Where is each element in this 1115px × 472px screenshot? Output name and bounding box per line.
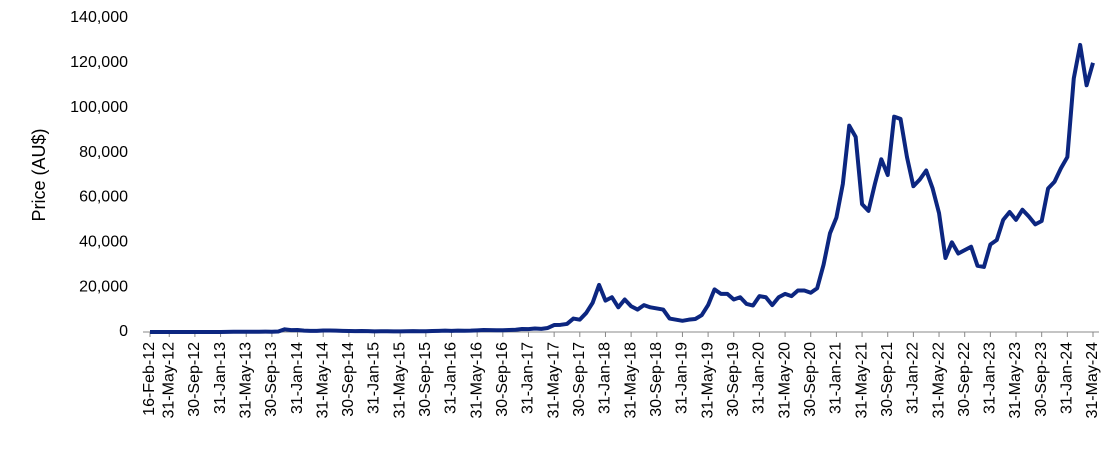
x-tick-label: 31-May-24	[1084, 342, 1101, 419]
x-tick-label: 16-Feb-12	[141, 342, 158, 416]
x-tick-label: 31-May-19	[699, 342, 716, 419]
x-tick-label: 31-May-12	[160, 342, 177, 419]
x-tick-label: 31-May-20	[776, 342, 793, 419]
x-tick-label: 31-May-21	[853, 342, 870, 419]
x-tick-label: 31-Jan-13	[212, 342, 229, 414]
x-tick-label: 31-Jan-22	[905, 342, 922, 414]
price-line	[150, 42, 1095, 334]
y-tick-label: 120,000	[70, 54, 128, 71]
x-tick-label: 30-Sep-20	[802, 342, 819, 417]
x-tick-label: 30-Sep-22	[956, 342, 973, 417]
x-tick-label: 31-May-18	[622, 342, 639, 419]
y-tick-label: 140,000	[70, 9, 128, 26]
y-tick-label: 20,000	[79, 278, 128, 295]
y-axis-label: Price (AU$)	[29, 128, 49, 221]
x-tick-label: 30-Sep-21	[879, 342, 896, 417]
x-tick-label: 30-Sep-19	[725, 342, 742, 417]
y-tick-label: 0	[119, 323, 128, 340]
x-tick-label: 31-May-15	[391, 342, 408, 419]
x-tick-label: 31-May-13	[237, 342, 254, 419]
x-tick-label: 31-May-16	[468, 342, 485, 419]
x-tick-label: 30-Sep-12	[186, 342, 203, 417]
x-tick-label: 31-Jan-18	[597, 342, 614, 414]
x-tick-label: 31-Jan-24	[1059, 342, 1076, 414]
x-tick-label: 31-May-14	[314, 342, 331, 419]
x-tick-label: 31-Jan-20	[751, 342, 768, 414]
x-tick-label: 30-Sep-14	[340, 342, 357, 417]
x-tick-label: 30-Sep-23	[1033, 342, 1050, 417]
x-tick-label: 31-Jan-23	[982, 342, 999, 414]
x-tick-label: 31-Jan-17	[520, 342, 537, 414]
x-tick-label: 30-Sep-15	[417, 342, 434, 417]
x-tick-label: 30-Sep-16	[494, 342, 511, 417]
x-tick-label: 31-May-17	[545, 342, 562, 419]
y-tick-label: 80,000	[79, 144, 128, 161]
y-tick-label: 40,000	[79, 234, 128, 251]
x-tick-label: 31-May-22	[930, 342, 947, 419]
x-tick-label: 31-Jan-14	[289, 342, 306, 414]
x-tick-label: 31-Jan-16	[443, 342, 460, 414]
x-tick-label: 31-May-23	[1007, 342, 1024, 419]
x-tick-label: 31-Jan-19	[674, 342, 691, 414]
x-tick-label: 31-Jan-15	[366, 342, 383, 414]
x-tick-label: 30-Sep-17	[571, 342, 588, 417]
x-tick-label: 30-Sep-18	[648, 342, 665, 417]
y-tick-label: 100,000	[70, 99, 128, 116]
y-tick-label: 60,000	[79, 189, 128, 206]
x-tick-label: 31-Jan-21	[828, 342, 845, 414]
x-tick-label: 30-Sep-13	[263, 342, 280, 417]
